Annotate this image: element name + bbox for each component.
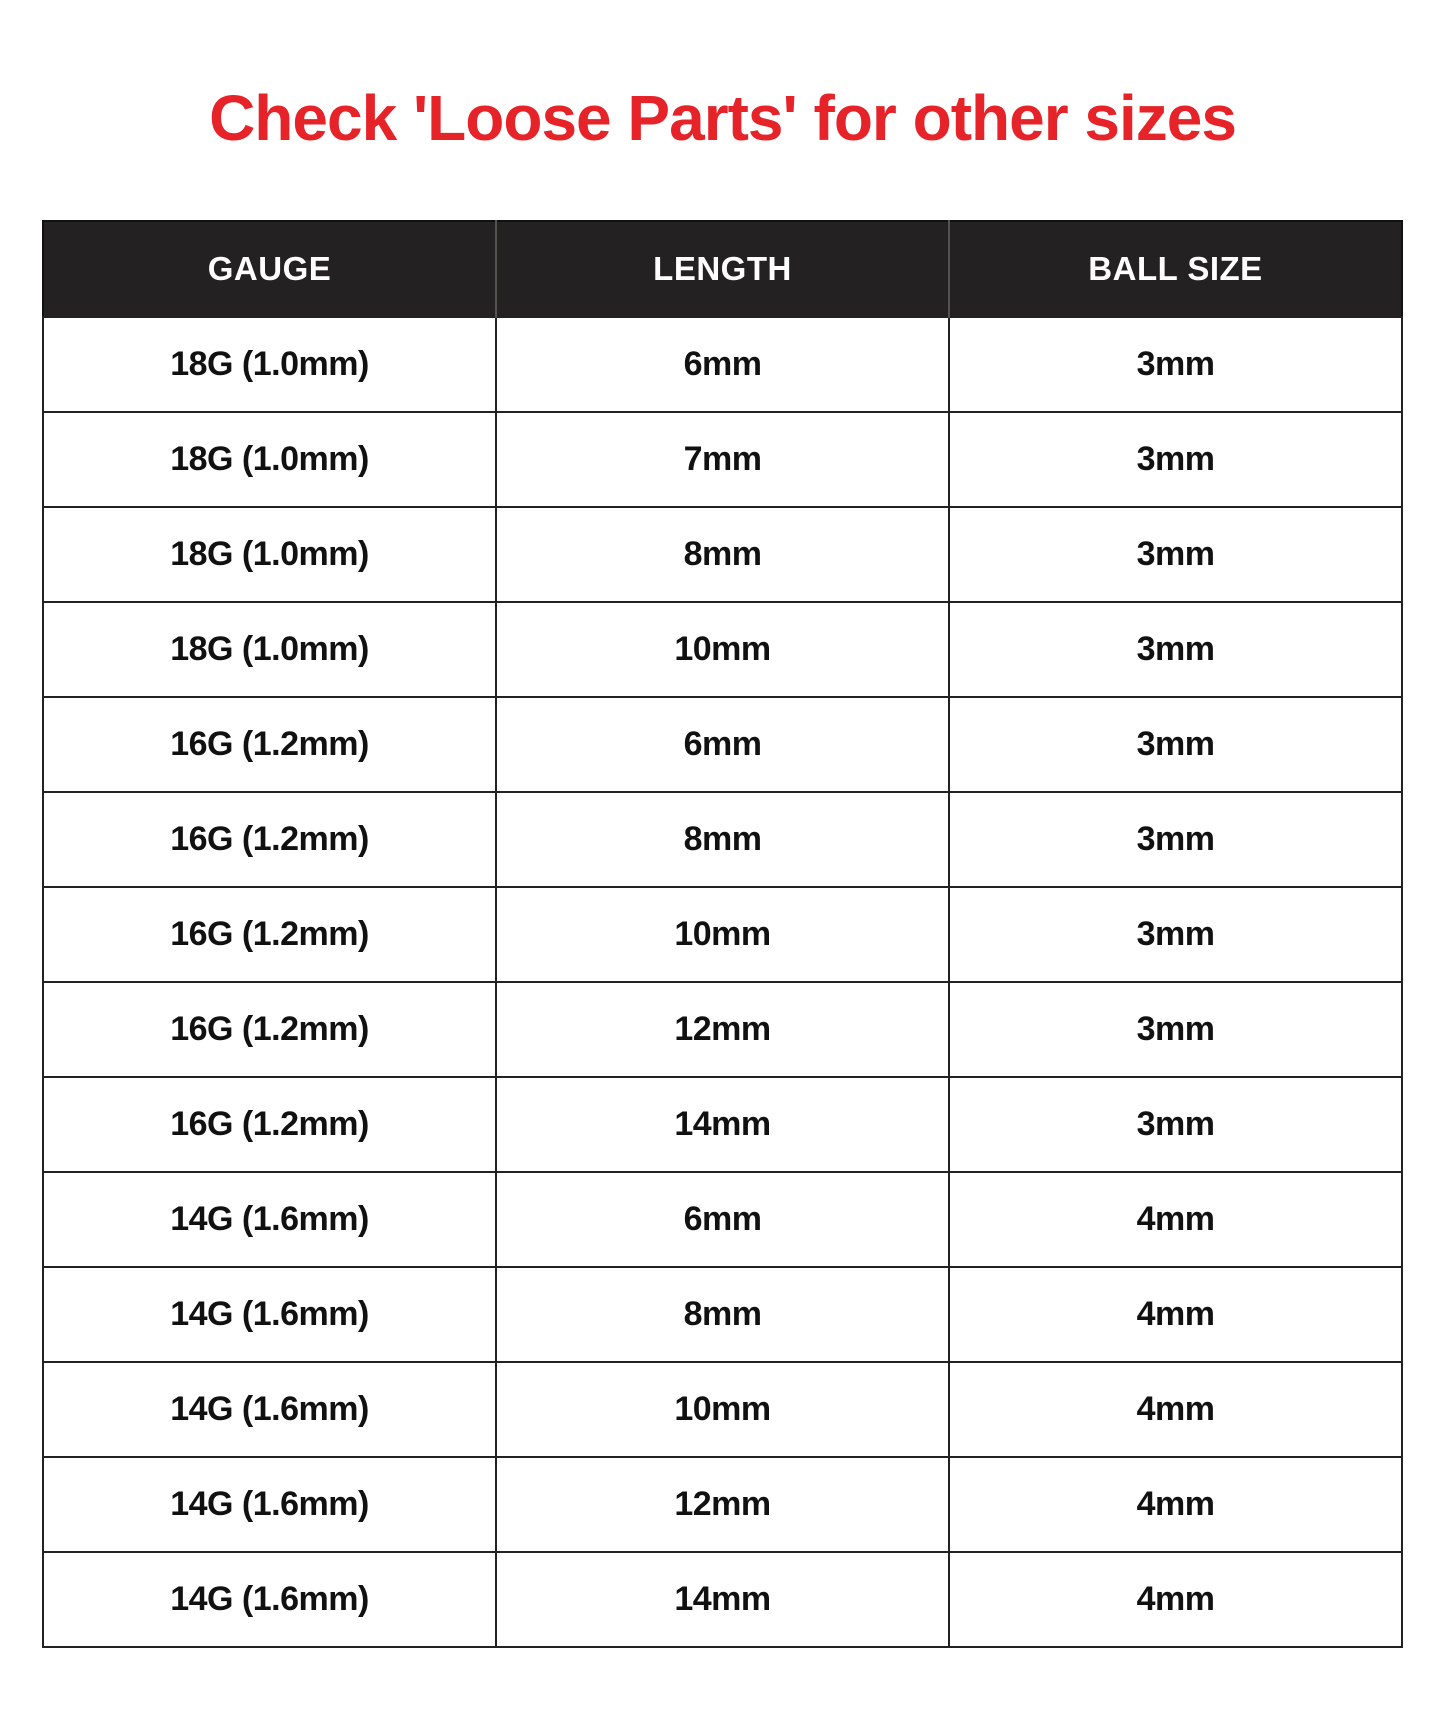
column-header-gauge: GAUGE <box>43 221 496 317</box>
cell-ball-size: 4mm <box>948 1171 1403 1268</box>
cell-gauge: 16G (1.2mm) <box>42 981 497 1078</box>
table-row: 14G (1.6mm) 8mm 4mm <box>42 1266 1403 1363</box>
cell-length: 12mm <box>495 981 950 1078</box>
cell-ball-size: 4mm <box>948 1551 1403 1648</box>
cell-ball-size: 3mm <box>948 981 1403 1078</box>
table-row: 18G (1.0mm) 7mm 3mm <box>42 411 1403 508</box>
table-body: 18G (1.0mm) 6mm 3mm 18G (1.0mm) 7mm 3mm … <box>42 316 1403 1648</box>
cell-ball-size: 3mm <box>948 791 1403 888</box>
cell-gauge: 14G (1.6mm) <box>42 1551 497 1648</box>
cell-ball-size: 4mm <box>948 1361 1403 1458</box>
cell-ball-size: 3mm <box>948 316 1403 413</box>
cell-ball-size: 4mm <box>948 1266 1403 1363</box>
cell-length: 14mm <box>495 1551 950 1648</box>
table-row: 16G (1.2mm) 8mm 3mm <box>42 791 1403 888</box>
cell-gauge: 18G (1.0mm) <box>42 601 497 698</box>
cell-length: 12mm <box>495 1456 950 1553</box>
cell-gauge: 16G (1.2mm) <box>42 886 497 983</box>
size-chart-table: GAUGE LENGTH BALL SIZE 18G (1.0mm) 6mm 3… <box>42 220 1403 1648</box>
table-row: 18G (1.0mm) 8mm 3mm <box>42 506 1403 603</box>
cell-length: 8mm <box>495 791 950 888</box>
column-header-length: LENGTH <box>495 221 949 317</box>
cell-gauge: 16G (1.2mm) <box>42 696 497 793</box>
cell-gauge: 18G (1.0mm) <box>42 411 497 508</box>
cell-gauge: 14G (1.6mm) <box>42 1171 497 1268</box>
cell-length: 10mm <box>495 601 950 698</box>
cell-gauge: 18G (1.0mm) <box>42 316 497 413</box>
table-header-row: GAUGE LENGTH BALL SIZE <box>43 221 1402 317</box>
cell-ball-size: 3mm <box>948 886 1403 983</box>
cell-gauge: 16G (1.2mm) <box>42 1076 497 1173</box>
cell-gauge: 16G (1.2mm) <box>42 791 497 888</box>
cell-ball-size: 4mm <box>948 1456 1403 1553</box>
column-header-ball-size: BALL SIZE <box>948 221 1402 317</box>
cell-ball-size: 3mm <box>948 411 1403 508</box>
table-row: 16G (1.2mm) 12mm 3mm <box>42 981 1403 1078</box>
cell-gauge: 14G (1.6mm) <box>42 1456 497 1553</box>
cell-length: 10mm <box>495 1361 950 1458</box>
cell-ball-size: 3mm <box>948 1076 1403 1173</box>
cell-length: 8mm <box>495 506 950 603</box>
table-row: 14G (1.6mm) 12mm 4mm <box>42 1456 1403 1553</box>
table-row: 16G (1.2mm) 6mm 3mm <box>42 696 1403 793</box>
cell-ball-size: 3mm <box>948 601 1403 698</box>
table-row: 14G (1.6mm) 14mm 4mm <box>42 1551 1403 1648</box>
cell-gauge: 14G (1.6mm) <box>42 1266 497 1363</box>
cell-gauge: 18G (1.0mm) <box>42 506 497 603</box>
table-row: 18G (1.0mm) 6mm 3mm <box>42 316 1403 413</box>
table-row: 14G (1.6mm) 6mm 4mm <box>42 1171 1403 1268</box>
table-row: 16G (1.2mm) 14mm 3mm <box>42 1076 1403 1173</box>
cell-length: 14mm <box>495 1076 950 1173</box>
cell-length: 6mm <box>495 1171 950 1268</box>
cell-ball-size: 3mm <box>948 696 1403 793</box>
cell-length: 6mm <box>495 316 950 413</box>
table-row: 14G (1.6mm) 10mm 4mm <box>42 1361 1403 1458</box>
table-row: 18G (1.0mm) 10mm 3mm <box>42 601 1403 698</box>
cell-gauge: 14G (1.6mm) <box>42 1361 497 1458</box>
cell-length: 8mm <box>495 1266 950 1363</box>
cell-length: 6mm <box>495 696 950 793</box>
table-row: 16G (1.2mm) 10mm 3mm <box>42 886 1403 983</box>
page-title: Check 'Loose Parts' for other sizes <box>209 82 1237 154</box>
cell-length: 7mm <box>495 411 950 508</box>
cell-ball-size: 3mm <box>948 506 1403 603</box>
cell-length: 10mm <box>495 886 950 983</box>
